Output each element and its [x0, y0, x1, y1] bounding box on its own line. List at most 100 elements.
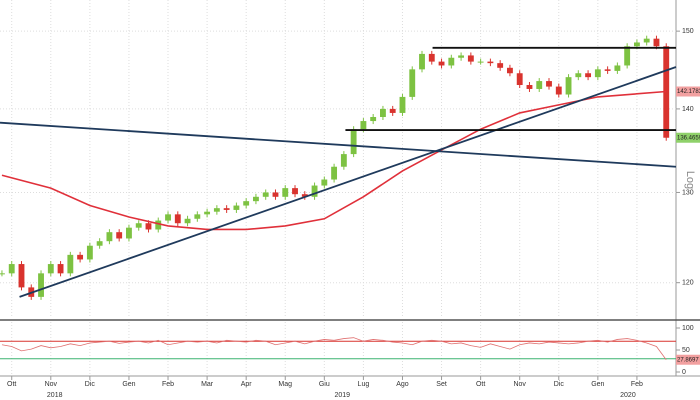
y-tick-label: 140 [682, 106, 694, 113]
candle [614, 65, 621, 71]
candle [555, 86, 562, 95]
x-tick-label: Feb [162, 381, 174, 388]
last-value-label: 142.1783 [677, 89, 700, 95]
candle [331, 166, 338, 180]
candle [653, 38, 660, 47]
candle [18, 264, 25, 288]
x-tick-label: Gen [122, 381, 135, 388]
last-value-label: 27.8697 [677, 357, 699, 363]
candle [262, 192, 269, 197]
last-value-box [676, 354, 700, 365]
x-tick-label: Set [436, 381, 447, 388]
candle [467, 55, 474, 62]
x-tick-label: Dic [554, 381, 565, 388]
candle [428, 53, 435, 62]
candle [340, 154, 347, 167]
candle [57, 264, 64, 274]
candle [370, 116, 377, 122]
x-tick-label: Nov [513, 381, 526, 388]
x-tick-label: Feb [631, 381, 643, 388]
x-tick-label: Giu [319, 381, 330, 388]
y-tick-label: 120 [682, 280, 694, 287]
candle [145, 223, 152, 230]
candle [516, 73, 523, 86]
candle [184, 218, 191, 224]
candle [272, 192, 279, 197]
candle [448, 57, 455, 66]
candle [594, 69, 601, 78]
candle [409, 69, 416, 97]
candle [633, 42, 640, 47]
candle [507, 67, 513, 74]
candle [301, 194, 308, 197]
x-tick-label: Mag [278, 381, 292, 388]
candle [174, 214, 181, 224]
year-label: 2018 [47, 392, 63, 399]
last-value-box [676, 132, 700, 143]
candle [282, 188, 289, 197]
candle [38, 273, 44, 297]
candle [380, 108, 386, 117]
last-value-box [676, 86, 700, 97]
candle [106, 232, 113, 242]
x-tick-label: Nov [45, 381, 58, 388]
candle [604, 69, 611, 71]
candle [233, 205, 240, 210]
x-tick-label: Ago [396, 381, 409, 388]
candle [536, 81, 543, 89]
candle [155, 220, 162, 230]
candle [477, 61, 484, 63]
candle [624, 46, 631, 66]
y-tick-label: 50 [682, 347, 690, 354]
candle [194, 214, 201, 219]
x-tick-label: Apr [241, 381, 253, 388]
candle [47, 264, 54, 274]
candle [116, 232, 123, 239]
candle [253, 196, 259, 202]
candle [223, 208, 230, 210]
year-label: 2019 [335, 392, 351, 399]
candle [292, 188, 298, 195]
x-tick-label: Dic [85, 381, 96, 388]
candle [419, 53, 425, 70]
candle [546, 81, 552, 87]
moving-average [1, 90, 667, 231]
last-value-label: 136.4659 [677, 135, 700, 141]
candle [213, 208, 220, 212]
y-tick-label: 130 [682, 189, 694, 196]
candle [389, 108, 396, 113]
y-tick-label: 0 [682, 369, 686, 376]
candle [96, 241, 103, 246]
candle [67, 254, 74, 274]
candle [497, 63, 504, 68]
candle [86, 245, 93, 260]
year-label: 2020 [620, 392, 636, 399]
x-tick-label: Gen [591, 381, 604, 388]
candle [135, 223, 142, 228]
candle [126, 227, 132, 239]
candle [321, 179, 328, 186]
candle [585, 73, 592, 78]
x-tick-label: Mar [201, 381, 214, 388]
candle [360, 121, 367, 130]
candle [311, 185, 318, 197]
candle [565, 77, 572, 95]
y-tick-label: 100 [682, 325, 694, 332]
candle [458, 55, 465, 58]
y-tick-label: 150 [682, 28, 694, 35]
rsi-line [1, 337, 667, 360]
x-tick-label: Lug [358, 381, 370, 388]
candle [0, 273, 5, 275]
candle [399, 96, 406, 113]
x-tick-label: Ott [476, 381, 485, 388]
candle [643, 38, 650, 43]
scale-label: Log [684, 171, 696, 189]
trendline [19, 66, 677, 298]
candle [204, 211, 211, 215]
x-tick-label: Ott [7, 381, 16, 388]
candle [350, 129, 357, 155]
candle [487, 61, 494, 64]
